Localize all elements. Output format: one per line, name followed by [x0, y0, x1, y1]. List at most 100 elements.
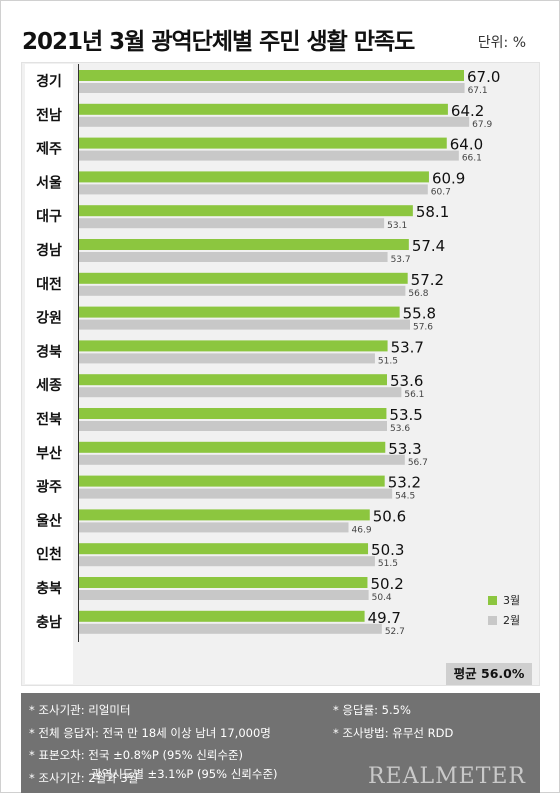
value-label-feb: 56.1 — [404, 390, 424, 400]
note-agency: * 조사기관: 리얼미터 — [29, 703, 131, 717]
region-label: 울산 — [36, 512, 62, 529]
region-label: 충남 — [36, 614, 62, 631]
note-response-rate: * 응답률: 5.5% — [333, 703, 411, 717]
unit-label: 단위: % — [477, 35, 526, 51]
region-label: 전북 — [36, 411, 62, 428]
bar-march — [79, 205, 413, 217]
bar-march — [79, 475, 385, 487]
value-label-march: 55.8 — [403, 305, 436, 323]
bar-feb — [79, 83, 465, 93]
value-label-march: 50.6 — [373, 507, 406, 525]
region-label: 세종 — [36, 378, 62, 394]
note-period: * 조사기간: 2월과 3월 — [29, 771, 139, 785]
bar-march — [79, 306, 400, 318]
legend-swatch-feb — [488, 615, 497, 625]
bar-march — [79, 374, 387, 386]
bar-feb — [79, 590, 369, 600]
value-label-march: 53.2 — [388, 474, 421, 492]
legend-item-march: 3월 — [488, 590, 520, 610]
value-label-feb: 54.5 — [395, 492, 415, 502]
bar-march — [79, 610, 365, 622]
region-label: 대구 — [36, 209, 62, 225]
bar-feb — [79, 488, 393, 499]
region-name-column — [25, 64, 73, 684]
value-label-feb: 66.1 — [462, 154, 482, 164]
region-label: 강원 — [36, 310, 62, 327]
value-label-feb: 53.6 — [390, 424, 410, 434]
value-label-march: 50.3 — [371, 541, 404, 559]
bar-feb — [79, 319, 410, 330]
region-label: 인천 — [36, 546, 62, 563]
value-label-march: 53.3 — [388, 440, 421, 458]
survey-notes: * 조사기관: 리얼미터 * 응답률: 5.5% * 전체 응답자: 전국 만 … — [21, 693, 540, 793]
value-label-march: 53.7 — [391, 338, 424, 356]
bar-march — [79, 441, 386, 453]
axis-line — [78, 64, 79, 642]
bar-march — [79, 543, 369, 555]
bar-march — [79, 137, 447, 149]
bar-march — [79, 171, 429, 183]
bar-feb — [79, 116, 470, 127]
value-label-feb: 51.5 — [378, 559, 398, 569]
region-label: 제주 — [36, 142, 62, 158]
bar-feb — [79, 150, 459, 161]
value-label-march: 64.2 — [451, 102, 484, 120]
legend-label-feb: 2월 — [503, 614, 521, 627]
value-label-feb: 51.5 — [378, 356, 398, 366]
bar-march — [79, 408, 387, 419]
value-label-march: 57.4 — [412, 237, 445, 255]
legend-item-feb: 2월 — [488, 610, 520, 630]
legend-swatch-march — [488, 595, 497, 605]
bar-march — [79, 239, 409, 250]
region-label: 광주 — [36, 479, 62, 496]
region-label: 서울 — [36, 174, 62, 191]
value-label-feb: 57.6 — [413, 323, 433, 333]
legend-label-march: 3월 — [503, 594, 521, 607]
value-label-feb: 50.4 — [372, 593, 392, 603]
region-label: 전남 — [36, 107, 62, 124]
region-label: 대전 — [36, 276, 62, 293]
bar-march — [79, 70, 464, 81]
bar-feb — [79, 556, 375, 567]
value-label-feb: 56.7 — [408, 458, 428, 468]
bar-march — [79, 509, 370, 521]
region-label: 경기 — [36, 73, 62, 90]
value-label-feb: 46.9 — [352, 525, 372, 535]
value-label-march: 53.5 — [389, 406, 422, 424]
bar-march — [79, 340, 388, 352]
note-respondents: * 전체 응답자: 전국 만 18세 이상 남녀 17,000명 — [29, 726, 271, 740]
bar-feb — [79, 285, 406, 296]
bar-feb — [79, 353, 375, 364]
bar-march — [79, 272, 408, 284]
realmeter-logo: REALMETER — [367, 764, 526, 789]
value-label-feb: 53.1 — [387, 221, 407, 231]
bar-feb — [79, 218, 385, 229]
region-label: 충북 — [36, 581, 62, 597]
value-label-march: 60.9 — [432, 169, 465, 187]
value-label-march: 58.1 — [416, 203, 449, 221]
bar-feb — [79, 387, 402, 398]
average-badge: 평균 56.0% — [446, 663, 532, 685]
value-label-march: 53.6 — [390, 372, 423, 390]
bar-march — [79, 103, 448, 115]
bar-feb — [79, 252, 388, 262]
note-regional-error: 광역시도별 ±3.1%P (95% 신뢰수준) — [91, 767, 278, 781]
bar-feb — [79, 623, 382, 634]
value-label-feb: 60.7 — [431, 187, 451, 197]
bar-feb — [79, 454, 405, 465]
bar-feb — [79, 522, 349, 533]
value-label-feb: 56.8 — [408, 289, 428, 299]
value-label-march: 49.7 — [368, 609, 401, 627]
bar-feb — [79, 184, 428, 195]
value-label-march: 57.2 — [411, 271, 444, 289]
value-label-feb: 67.9 — [472, 120, 492, 130]
value-label-march: 64.0 — [450, 136, 483, 154]
value-label-feb: 53.7 — [391, 255, 411, 265]
legend: 3월 2월 — [488, 590, 520, 630]
value-label-feb: 67.1 — [468, 86, 488, 96]
region-label: 경남 — [36, 242, 62, 259]
bar-feb — [79, 421, 387, 431]
note-method: * 조사방법: 유무선 RDD — [333, 726, 454, 740]
value-label-march: 50.2 — [370, 575, 403, 593]
